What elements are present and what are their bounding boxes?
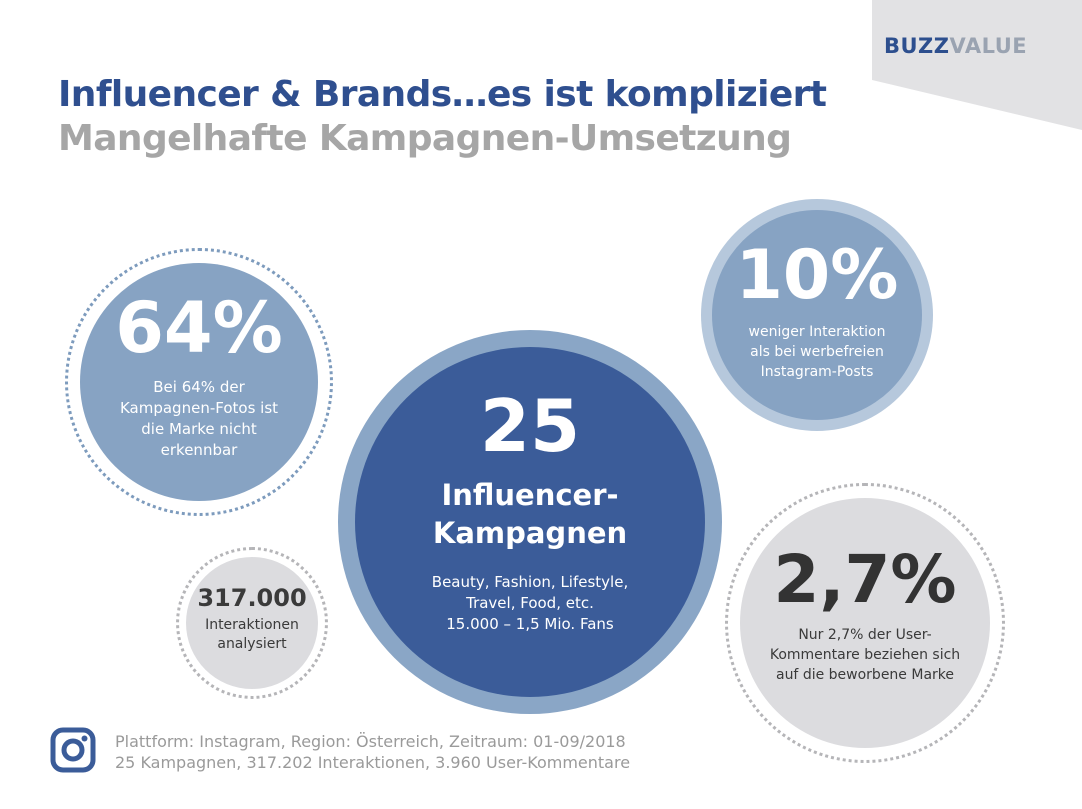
comments-circle: 2,7% Nur 2,7% der User- Kommentare bezie… (740, 498, 990, 748)
analyzed-description-line: analysiert (217, 636, 287, 652)
recognition-circle-ring (65, 248, 333, 516)
brand-logo-part1: BUZZ (884, 34, 950, 58)
comments-description-line: Nur 2,7% der User- (798, 627, 932, 643)
comments-circle-ring (725, 483, 1005, 763)
footer-info: Plattform: Instagram, Region: Österreich… (115, 731, 630, 773)
interaction-description-line: Instagram-Posts (760, 364, 874, 380)
comments-description-line: auf die beworbene Marke (775, 667, 954, 683)
recognition-circle: 64% Bei 64% der Kampagnen-Fotos ist die … (80, 263, 318, 501)
campaigns-description-line: Beauty, Fashion, Lifestyle, (431, 572, 629, 591)
analyzed-description: Interaktionen analysiert (205, 616, 299, 654)
page-title: Influencer & Brands…es ist kompliziert (58, 74, 827, 115)
campaigns-description-line: 15.000 – 1,5 Mio. Fans (446, 614, 614, 633)
interaction-description-line: als bei werbefreien (750, 344, 884, 360)
footer-line-platform: Plattform: Instagram, Region: Österreich… (115, 732, 626, 751)
instagram-icon (50, 727, 96, 773)
recognition-description: Bei 64% der Kampagnen-Fotos ist die Mark… (119, 378, 279, 459)
interaction-description: weniger Interaktion als bei werbefreien … (749, 322, 886, 382)
interaction-value: 10% (735, 236, 899, 315)
analyzed-circle: 317.000 Interaktionen analysiert (186, 557, 318, 689)
interaction-circle: 10% weniger Interaktion als bei werbefre… (712, 210, 922, 420)
campaigns-circle: 25 Influencer- Kampagnen Beauty, Fashion… (355, 347, 705, 697)
page-subtitle: Mangelhafte Kampagnen-Umsetzung (58, 118, 792, 159)
campaigns-description-line: Travel, Food, etc. (466, 593, 594, 612)
brand-logo-part2: VALUE (949, 34, 1028, 58)
analyzed-circle-ring (176, 547, 328, 699)
campaigns-value: 25 (479, 383, 581, 468)
interaction-description-line: weniger Interaktion (748, 324, 886, 340)
campaigns-label-line: Kampagnen (432, 515, 628, 550)
campaigns-description: Beauty, Fashion, Lifestyle, Travel, Food… (432, 572, 628, 635)
brand-logo: BUZZVALUE (884, 34, 1027, 58)
comments-description: Nur 2,7% der User- Kommentare beziehen s… (770, 625, 960, 685)
comments-value: 2,7% (773, 541, 957, 618)
analyzed-value: 317.000 (197, 584, 307, 612)
campaigns-label: Influencer- Kampagnen (433, 476, 627, 552)
recognition-value: 64% (115, 287, 283, 369)
comments-description-line: Kommentare beziehen sich (769, 647, 961, 663)
campaigns-label-line: Influencer- (441, 477, 619, 512)
analyzed-description-line: Interaktionen (205, 617, 299, 633)
footer-line-summary: 25 Kampagnen, 317.202 Interaktionen, 3.9… (115, 753, 631, 772)
